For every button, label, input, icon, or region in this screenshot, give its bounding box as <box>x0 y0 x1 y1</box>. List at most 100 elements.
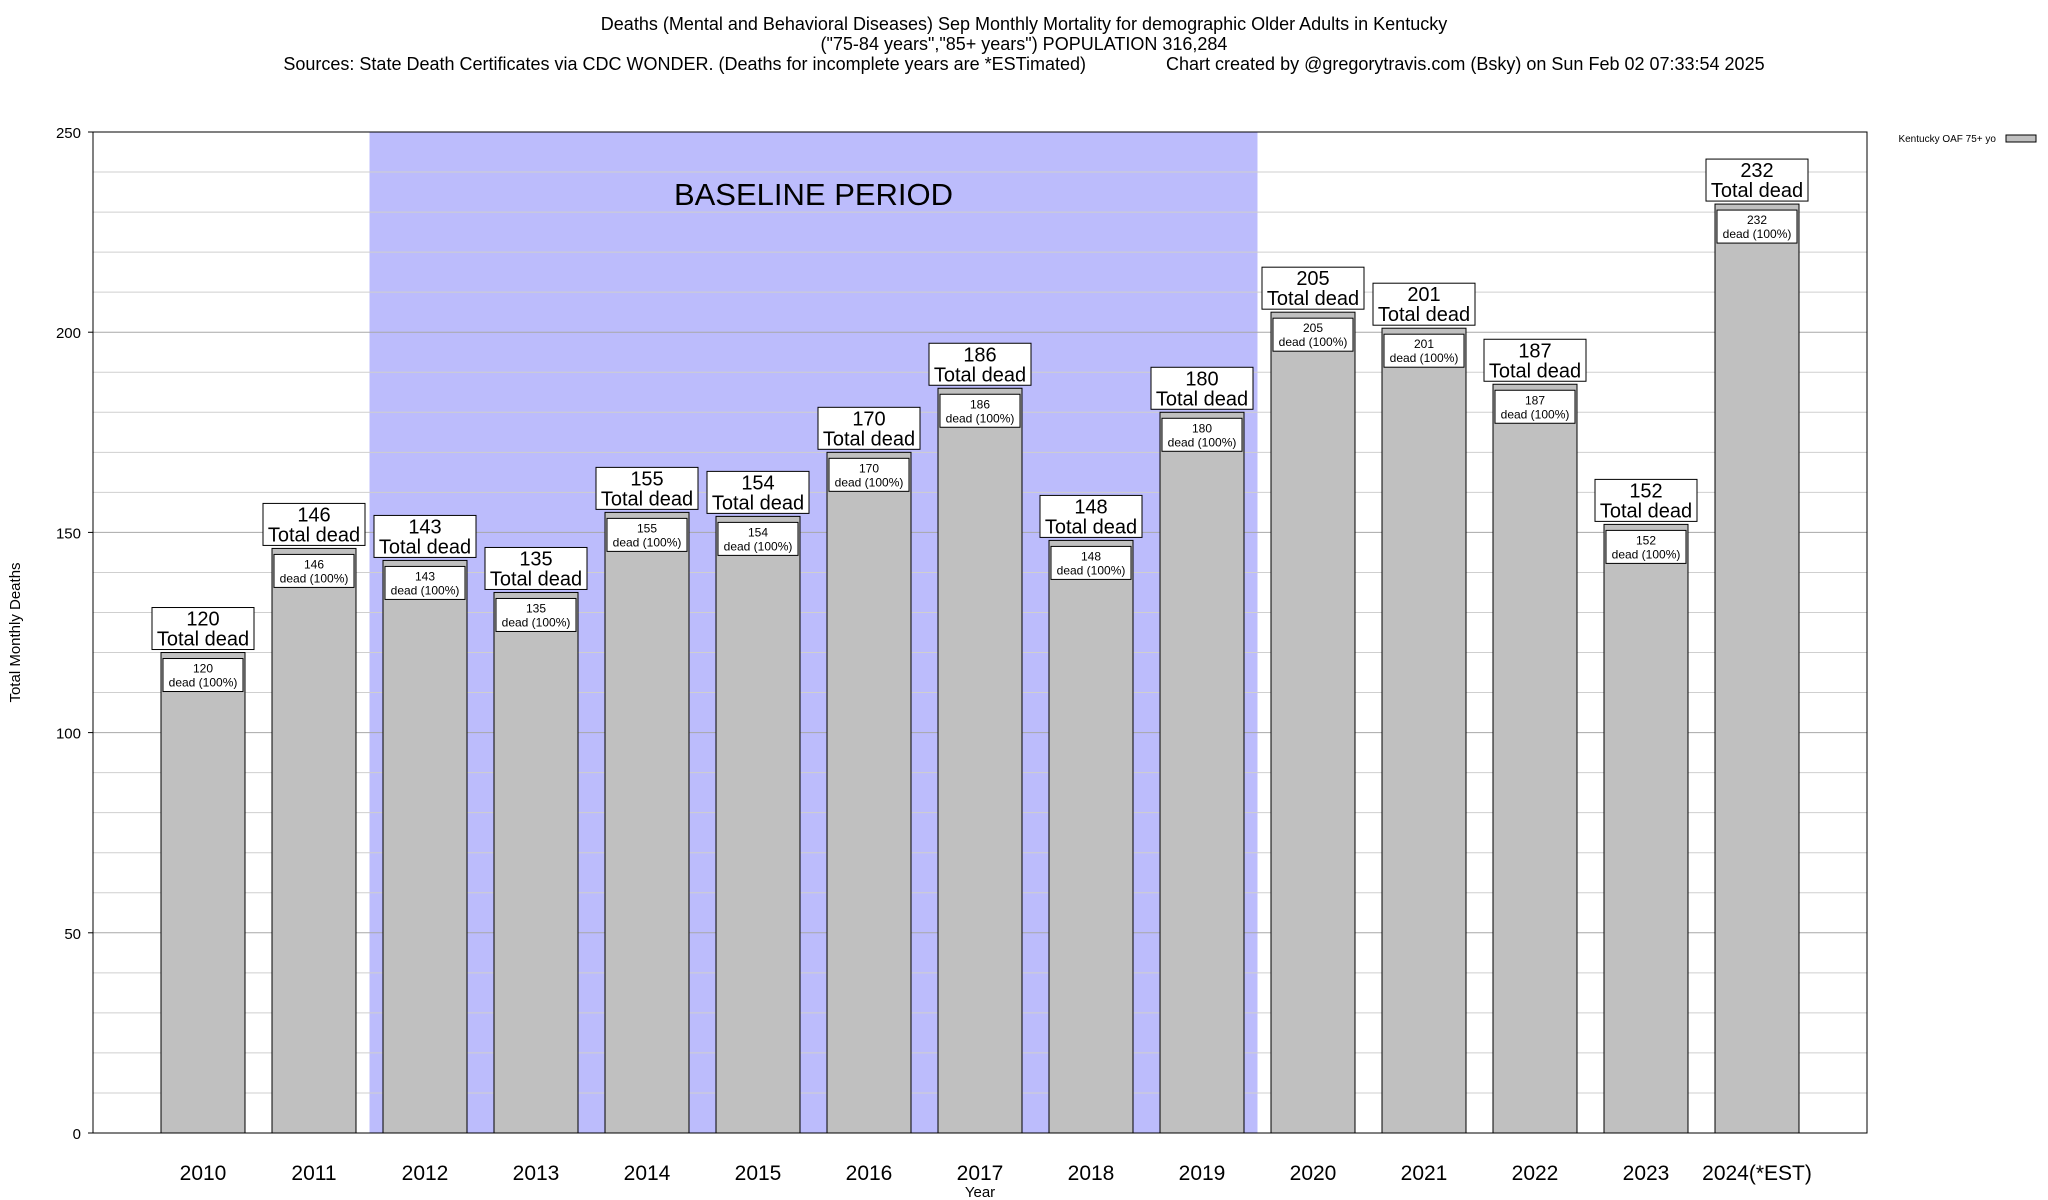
x-tick-label: 2013 <box>513 1162 560 1185</box>
x-tick-label: 2017 <box>957 1162 1004 1185</box>
outer-total-label: Total dead <box>1600 500 1692 522</box>
inner-value-label: 154 <box>748 525 768 539</box>
outer-value-label: 120 <box>186 609 219 631</box>
outer-value-label: 135 <box>519 548 552 570</box>
bar-2019 <box>1159 411 1245 1134</box>
bar-2021 <box>1381 327 1467 1134</box>
inner-label-box <box>717 521 799 556</box>
inner-percent-label: dead (100%) <box>1612 547 1681 561</box>
outer-value-label: 154 <box>741 472 774 494</box>
inner-percent-label: dead (100%) <box>1501 407 1570 421</box>
inner-percent-label: dead (100%) <box>280 571 349 585</box>
outer-total-label: Total dead <box>1045 516 1137 538</box>
inner-value-label: 152 <box>1636 533 1656 547</box>
inner-label-box <box>939 393 1021 428</box>
outer-value-label: 148 <box>1074 496 1107 518</box>
inner-label-box <box>1383 333 1465 368</box>
outer-total-label: Total dead <box>1489 360 1581 382</box>
inner-label-box <box>606 517 688 552</box>
inner-percent-label: dead (100%) <box>946 411 1015 425</box>
bar-2016 <box>826 451 912 1134</box>
outer-total-label: Total dead <box>1711 180 1803 202</box>
x-tick-label: 2021 <box>1401 1162 1448 1185</box>
outer-label-box <box>262 502 366 546</box>
inner-percent-label: dead (100%) <box>1057 563 1126 577</box>
inner-value-label: 155 <box>637 521 657 535</box>
outer-value-label: 155 <box>630 468 663 490</box>
bar-2010 <box>160 652 246 1134</box>
x-tick-label: 2015 <box>735 1162 782 1185</box>
inner-label-box <box>1161 417 1243 452</box>
outer-label-box <box>706 470 810 514</box>
outer-label-box <box>484 546 588 590</box>
outer-label-box <box>817 406 921 450</box>
bar-2015 <box>715 515 801 1134</box>
inner-percent-label: dead (100%) <box>1168 435 1237 449</box>
inner-percent-label: dead (100%) <box>724 539 793 553</box>
outer-label-box <box>1372 282 1476 326</box>
legend-label: Kentucky OAF 75+ yo <box>1898 134 1996 145</box>
y-tick-label: 100 <box>56 726 81 743</box>
x-tick-label: 2018 <box>1068 1162 1115 1185</box>
y-tick-label: 50 <box>64 926 81 943</box>
outer-label-box <box>595 466 699 510</box>
chart-title: Deaths (Mental and Behavioral Diseases) … <box>600 14 1448 34</box>
inner-label-box <box>1494 389 1576 424</box>
outer-value-label: 232 <box>1740 160 1773 182</box>
y-tick-label: 0 <box>73 1126 81 1143</box>
y-axis-title: Total Monthly Deaths <box>7 562 24 702</box>
x-tick-label: 2024(*EST) <box>1702 1162 1812 1185</box>
y-tick-label: 150 <box>56 525 81 542</box>
plot-frame <box>92 131 1868 1134</box>
x-tick-label: 2023 <box>1623 1162 1670 1185</box>
inner-value-label: 143 <box>415 569 435 583</box>
chart-source-line: Sources: State Death Certificates via CD… <box>283 54 1765 74</box>
outer-total-label: Total dead <box>1378 304 1470 326</box>
x-tick-label: 2014 <box>624 1162 671 1185</box>
outer-label-box <box>151 607 255 651</box>
x-tick-label: 2022 <box>1512 1162 1559 1185</box>
outer-label-box <box>928 342 1032 386</box>
outer-value-label: 170 <box>852 408 885 430</box>
outer-total-label: Total dead <box>823 428 915 450</box>
x-tick-label: 2010 <box>180 1162 227 1185</box>
outer-value-label: 187 <box>1518 340 1551 362</box>
bar-2018 <box>1048 539 1134 1134</box>
baseline-period-label: BASELINE PERIOD <box>674 177 953 212</box>
outer-total-label: Total dead <box>1156 388 1248 410</box>
inner-value-label: 170 <box>859 461 879 475</box>
x-tick-label: 2016 <box>846 1162 893 1185</box>
inner-percent-label: dead (100%) <box>1390 351 1459 365</box>
inner-value-label: 232 <box>1747 213 1767 227</box>
outer-label-box <box>373 514 477 558</box>
y-tick-label: 250 <box>56 125 81 142</box>
outer-total-label: Total dead <box>490 568 582 590</box>
outer-total-label: Total dead <box>379 536 471 558</box>
inner-percent-label: dead (100%) <box>1279 335 1348 349</box>
bar-2014 <box>604 511 690 1134</box>
bar-2011 <box>271 547 357 1134</box>
inner-label-box <box>828 457 910 492</box>
inner-percent-label: dead (100%) <box>1723 227 1792 241</box>
bar-2012 <box>382 559 468 1134</box>
inner-label-box <box>1272 317 1354 352</box>
inner-percent-label: dead (100%) <box>391 583 460 597</box>
bar-2013 <box>493 591 579 1134</box>
inner-value-label: 120 <box>193 662 213 676</box>
inner-value-label: 146 <box>304 557 324 571</box>
outer-total-label: Total dead <box>601 488 693 510</box>
inner-label-box <box>1050 545 1132 580</box>
outer-value-label: 180 <box>1185 368 1218 390</box>
outer-label-box <box>1594 478 1698 522</box>
inner-label-box <box>1716 209 1798 244</box>
inner-percent-label: dead (100%) <box>835 475 904 489</box>
inner-value-label: 201 <box>1414 337 1434 351</box>
inner-percent-label: dead (100%) <box>613 535 682 549</box>
inner-value-label: 180 <box>1192 421 1212 435</box>
x-axis-title: Year <box>965 1184 995 1200</box>
bar-2024(*EST) <box>1714 203 1800 1134</box>
outer-label-box <box>1150 366 1254 410</box>
outer-value-label: 143 <box>408 516 441 538</box>
inner-value-label: 187 <box>1525 393 1545 407</box>
